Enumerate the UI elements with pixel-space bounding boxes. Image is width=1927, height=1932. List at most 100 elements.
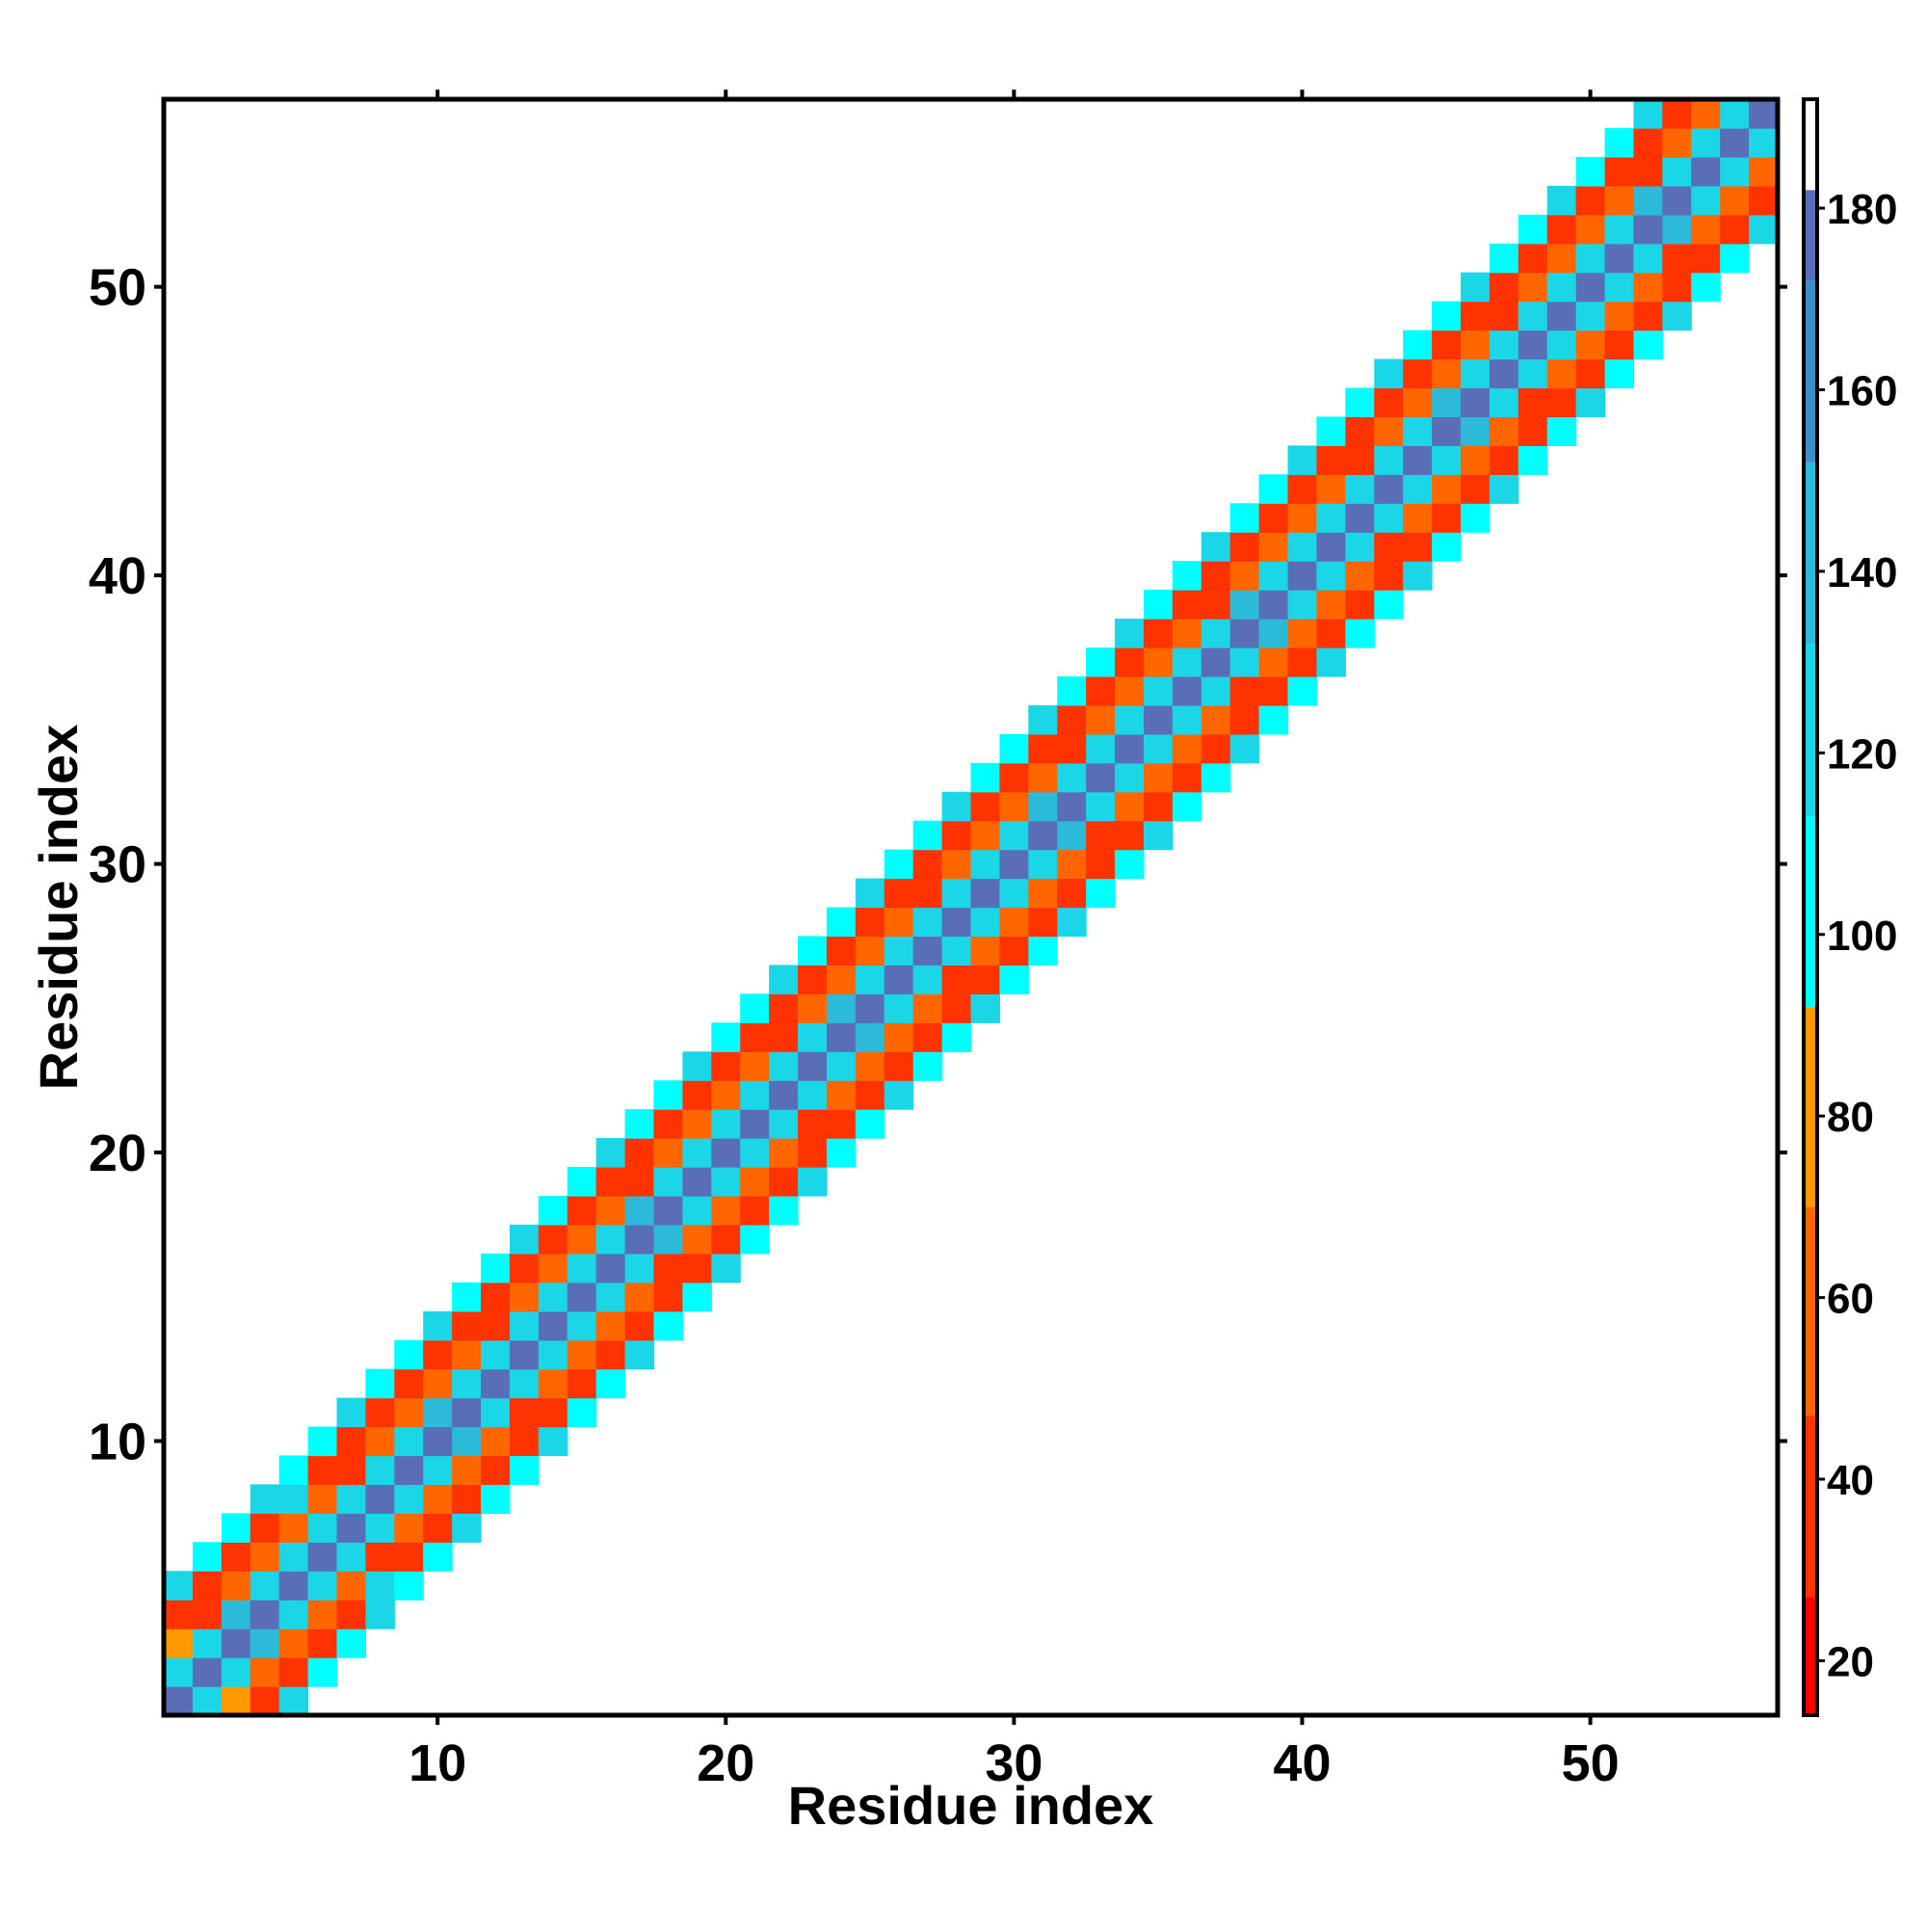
heatmap-cell bbox=[711, 1195, 741, 1226]
heatmap-cell bbox=[1575, 358, 1606, 389]
heatmap-cell bbox=[653, 1224, 683, 1255]
heatmap-cell bbox=[1662, 301, 1692, 331]
heatmap-cell bbox=[798, 1109, 828, 1139]
heatmap-cell bbox=[798, 1167, 828, 1197]
heatmap-cell bbox=[509, 1397, 540, 1428]
heatmap-cell bbox=[365, 1600, 395, 1629]
heatmap-cell bbox=[1201, 675, 1231, 706]
heatmap-cell bbox=[394, 1484, 424, 1514]
heatmap-cell bbox=[1489, 416, 1519, 446]
heatmap-cell bbox=[538, 1339, 568, 1370]
heatmap-cell bbox=[1518, 214, 1548, 245]
heatmap-cell bbox=[1287, 503, 1318, 533]
heatmap-cell bbox=[394, 1571, 424, 1601]
heatmap-cell bbox=[595, 1339, 626, 1370]
heatmap-cell bbox=[740, 1080, 770, 1110]
heatmap-cell bbox=[423, 1455, 453, 1486]
heatmap-cell bbox=[970, 762, 1001, 793]
heatmap-cell bbox=[1749, 127, 1779, 158]
heatmap-cell bbox=[221, 1686, 251, 1716]
heatmap-cell bbox=[1201, 532, 1231, 562]
heatmap-cell bbox=[769, 1138, 799, 1168]
heatmap-cell bbox=[1201, 733, 1231, 764]
heatmap-cell bbox=[365, 1542, 395, 1572]
heatmap-cell bbox=[1691, 156, 1721, 187]
heatmap-cell bbox=[1575, 330, 1606, 360]
heatmap-cell bbox=[1201, 704, 1231, 735]
heatmap-cell bbox=[769, 993, 799, 1023]
heatmap-cell bbox=[336, 1455, 366, 1486]
heatmap-cell bbox=[1345, 532, 1375, 562]
heatmap-cell bbox=[740, 1167, 770, 1197]
heatmap-cell bbox=[970, 993, 1001, 1023]
heatmap-cell bbox=[1115, 820, 1145, 851]
plot-frame bbox=[161, 96, 1781, 1718]
heatmap-cell bbox=[912, 993, 943, 1023]
heatmap-cell bbox=[1489, 243, 1519, 274]
heatmap-cell bbox=[1460, 503, 1491, 533]
heatmap-cell bbox=[1229, 532, 1260, 562]
heatmap-cell bbox=[307, 1426, 338, 1457]
heatmap-cell bbox=[423, 1310, 453, 1341]
heatmap-cell bbox=[912, 820, 943, 851]
heatmap-cell bbox=[481, 1368, 511, 1399]
heatmap-cell bbox=[912, 936, 943, 966]
heatmap-cell bbox=[509, 1282, 540, 1312]
heatmap-cell bbox=[1229, 619, 1260, 648]
heatmap-cell bbox=[1374, 358, 1404, 389]
heatmap-cell bbox=[423, 1513, 453, 1543]
heatmap-cell bbox=[1403, 474, 1433, 504]
heatmap-cell bbox=[653, 1310, 683, 1341]
heatmap-cell bbox=[1115, 733, 1145, 764]
heatmap-cell bbox=[624, 1339, 655, 1370]
heatmap-cell bbox=[1028, 791, 1058, 822]
heatmap-cell bbox=[1604, 156, 1635, 187]
heatmap-cell bbox=[278, 1571, 309, 1601]
heatmap-cell bbox=[855, 1109, 885, 1139]
heatmap-cell bbox=[307, 1657, 338, 1687]
heatmap-cell bbox=[1345, 561, 1375, 591]
heatmap-cell bbox=[826, 936, 857, 966]
colorbar-tick-label: 180 bbox=[1827, 186, 1897, 233]
heatmap-cell bbox=[1374, 590, 1404, 620]
heatmap-cell bbox=[711, 1224, 741, 1255]
heatmap-cell bbox=[1172, 762, 1202, 793]
heatmap-cell bbox=[423, 1484, 453, 1514]
heatmap-cell bbox=[682, 1167, 712, 1197]
x-tick-label: 20 bbox=[697, 1734, 754, 1792]
heatmap-cell bbox=[1201, 590, 1231, 620]
heatmap-cell bbox=[1172, 619, 1202, 648]
heatmap-cell bbox=[1172, 590, 1202, 620]
heatmap-cell bbox=[1691, 272, 1721, 303]
heatmap-cell bbox=[452, 1282, 482, 1312]
heatmap-cell bbox=[1086, 733, 1116, 764]
heatmap-cell bbox=[1604, 214, 1635, 245]
heatmap-cell bbox=[278, 1542, 309, 1572]
heatmap-cell bbox=[1575, 272, 1606, 303]
x-axis-label: Residue index bbox=[788, 1775, 1154, 1836]
heatmap-cell bbox=[336, 1513, 366, 1543]
colorbar-band bbox=[1804, 280, 1817, 463]
heatmap-cell bbox=[336, 1628, 366, 1658]
heatmap-cell bbox=[1575, 156, 1606, 187]
heatmap-cell bbox=[912, 907, 943, 938]
heatmap-cell bbox=[1287, 445, 1318, 475]
heatmap-cell bbox=[1143, 647, 1174, 677]
heatmap-cell bbox=[1258, 503, 1289, 533]
heatmap-cell bbox=[1028, 704, 1058, 735]
heatmap-cell bbox=[711, 1138, 741, 1168]
heatmap-cell bbox=[1057, 907, 1087, 938]
heatmap-cell bbox=[307, 1600, 338, 1629]
heatmap-cell bbox=[1633, 185, 1663, 216]
heatmap-cell bbox=[941, 878, 972, 909]
heatmap-cell bbox=[1633, 156, 1663, 187]
heatmap-cell bbox=[1086, 878, 1116, 909]
heatmap-cell bbox=[624, 1310, 655, 1341]
heatmap-cell bbox=[192, 1571, 223, 1601]
heatmap-cell bbox=[740, 1195, 770, 1226]
heatmap-cell bbox=[250, 1484, 280, 1514]
heatmap-cell bbox=[567, 1253, 597, 1284]
heatmap-cell bbox=[1086, 704, 1116, 735]
